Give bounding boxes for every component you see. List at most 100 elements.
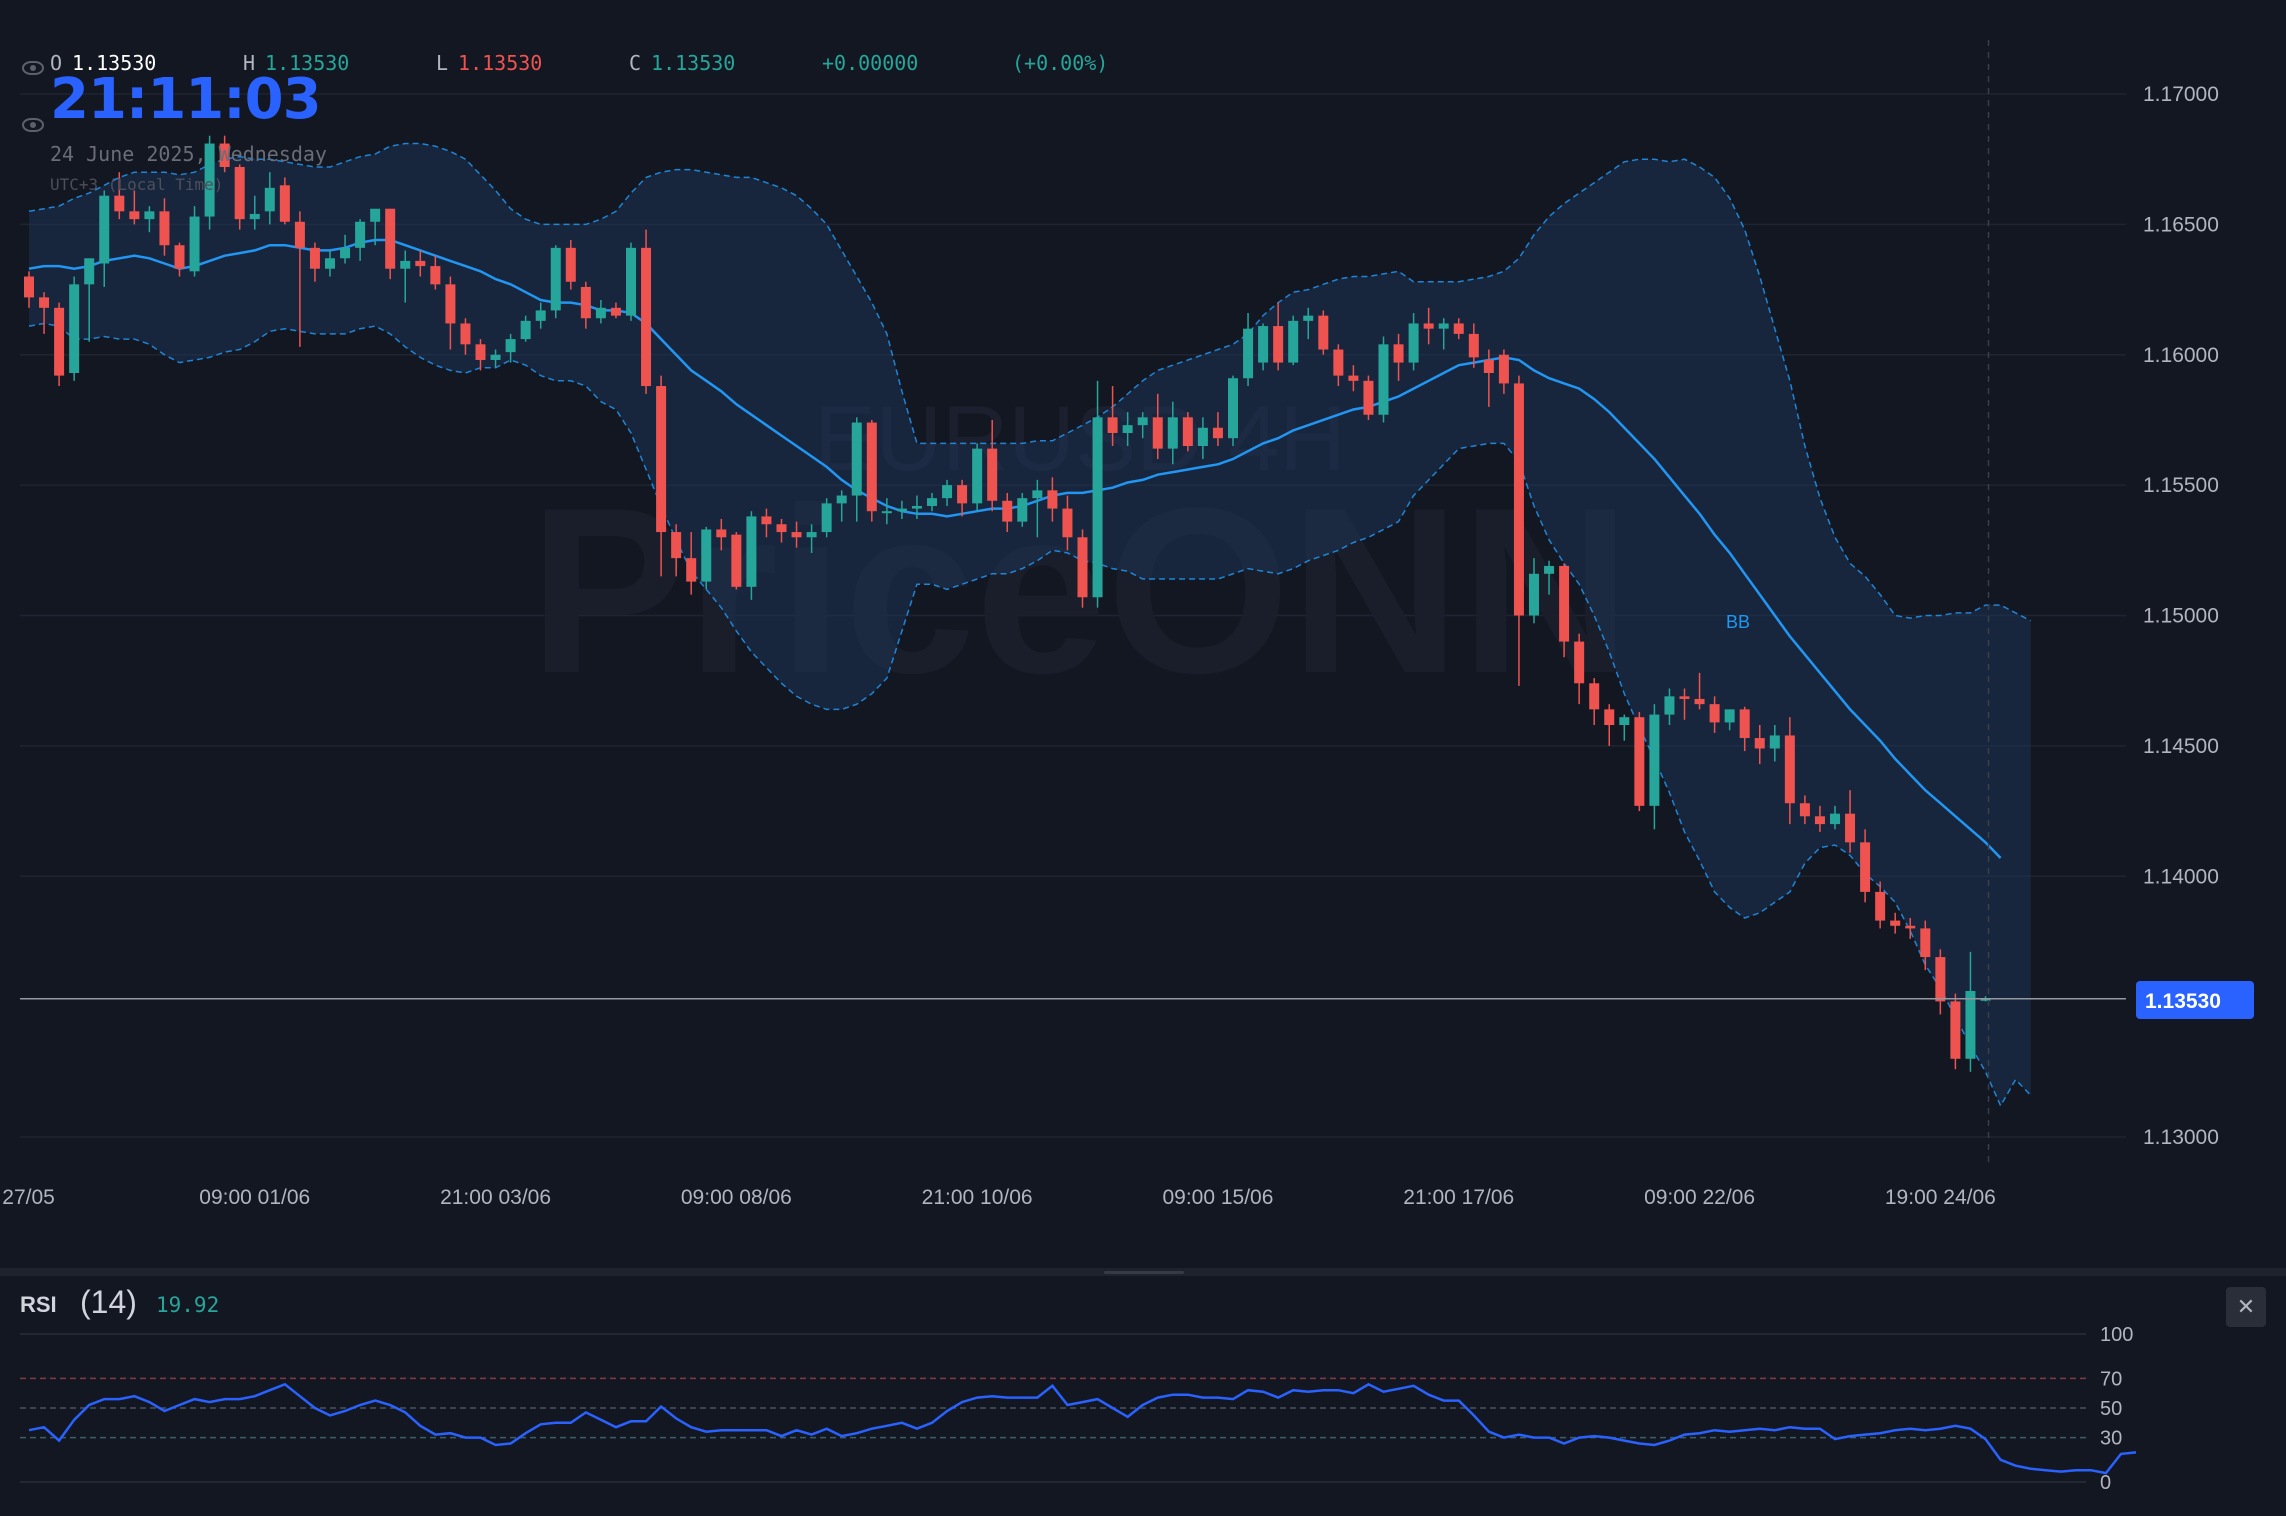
candle-body (1333, 349, 1344, 376)
current-price-line: 1.13530 (20, 981, 2254, 1019)
candle-body (1423, 323, 1434, 329)
candle-body (1845, 813, 1856, 843)
rsi-value: 19.92 (156, 1293, 220, 1317)
candle-body (340, 247, 351, 259)
time-tick-label: 09:00 01/06 (199, 1186, 310, 1209)
eye-icon[interactable] (22, 61, 44, 75)
candle-body (1288, 320, 1299, 363)
pane-resize-handle[interactable] (1104, 1271, 1184, 1274)
low-value: 1.13530 (458, 51, 543, 75)
candle-body (580, 286, 591, 319)
rsi-tick-label: 70 (2100, 1368, 2122, 1390)
candle-body (1062, 508, 1073, 538)
candle-body (1363, 380, 1374, 415)
candle-body (1107, 417, 1118, 433)
candle-body (550, 247, 561, 311)
open-value: 1.13530 (72, 51, 157, 75)
candle-body (911, 505, 922, 509)
candle-body (189, 216, 200, 272)
candle-body (309, 247, 320, 269)
candle-body (1513, 383, 1524, 616)
candle-body (1634, 717, 1645, 806)
close-label: C (629, 51, 642, 75)
candle-body (1679, 696, 1690, 699)
candle-body (1378, 344, 1389, 415)
candle-body (490, 354, 501, 360)
candle-body (1468, 333, 1479, 358)
candle-body (1393, 344, 1404, 363)
candle-body (174, 245, 185, 269)
candle-body (144, 211, 155, 220)
candle-body (1754, 738, 1765, 749)
candle-body (445, 284, 456, 324)
time-tick-label: 19:00 24/06 (1885, 1186, 1996, 1209)
candle-body (806, 532, 817, 538)
high-value: 1.13530 (265, 51, 350, 75)
candle-body (1905, 925, 1916, 929)
time-tick-label: 09:00 15/06 (1162, 1186, 1273, 1209)
candle-body (565, 247, 576, 282)
candle-body (1709, 704, 1720, 723)
pane-divider[interactable] (0, 1268, 2286, 1276)
candle-body (1980, 998, 1991, 1001)
price-tick-label: 1.15500 (2143, 474, 2219, 497)
candles (24, 135, 1991, 1072)
candle-body (1137, 417, 1148, 426)
rsi-period: (14) (80, 1284, 137, 1320)
candle-body (535, 310, 546, 321)
candle-body (1860, 842, 1871, 892)
candle-body (430, 266, 441, 285)
candle-body (1243, 328, 1254, 379)
candle-body (1438, 323, 1449, 329)
candle-body (460, 323, 471, 345)
price-axis[interactable]: 1.17000 1.16500 1.16000 1.15500 1.15000 1.145… (2143, 83, 2219, 1149)
candle-body (114, 195, 125, 212)
eye-icon[interactable] (22, 118, 44, 132)
candle-body (716, 529, 727, 538)
candle-body (1047, 490, 1058, 509)
candle-body (1950, 1001, 1961, 1059)
candle-body (1498, 354, 1509, 384)
price-grid (20, 93, 2126, 1138)
bb-indicator-label[interactable]: BB (1726, 612, 1750, 632)
clock-timezone: UTC+3 (Local Time) (50, 175, 224, 194)
candle-body (1724, 709, 1735, 723)
candle-body (520, 320, 531, 340)
candle-body (686, 558, 697, 582)
time-tick-label: 00 27/05 (0, 1186, 55, 1209)
candle-body (896, 508, 907, 512)
candle-body (595, 307, 606, 319)
candle-body (1303, 315, 1314, 321)
candle-body (249, 213, 260, 220)
low-label: L (436, 51, 449, 75)
clock-time: 21:11:03 (50, 67, 322, 132)
candle-body (264, 187, 275, 212)
close-icon[interactable]: ✕ (2226, 1287, 2266, 1327)
candle-body (1694, 698, 1705, 705)
candle-body (1228, 378, 1238, 439)
candle-body (475, 344, 486, 360)
candle-body (24, 276, 34, 298)
current-price-tag (2136, 981, 2254, 1019)
rsi-pane[interactable]: 100 70 50 30 0 (20, 1324, 2137, 1494)
bb-fill (29, 143, 2031, 1106)
candle-body (1574, 641, 1585, 684)
change-percent: (+0.00%) (1012, 51, 1109, 75)
candle-body (671, 532, 682, 559)
candle-body (791, 532, 802, 538)
candle-body (1077, 537, 1088, 598)
candle-body (505, 339, 516, 353)
time-tick-label: 09:00 08/06 (681, 1186, 792, 1209)
candle-body (1002, 500, 1013, 522)
candle-body (219, 143, 230, 168)
price-tick-label: 1.13000 (2143, 1126, 2219, 1149)
change-value: +0.00000 (822, 51, 919, 75)
candle-body (1935, 957, 1946, 1002)
candle-body (1348, 375, 1359, 381)
time-axis[interactable]: 00 27/05 09:00 01/06 21:00 03/06 09:00 08/0… (0, 1186, 1996, 1209)
candle-body (1152, 417, 1163, 449)
candle-body (626, 247, 636, 316)
candle-body (1197, 427, 1208, 447)
candle-body (1619, 717, 1630, 726)
